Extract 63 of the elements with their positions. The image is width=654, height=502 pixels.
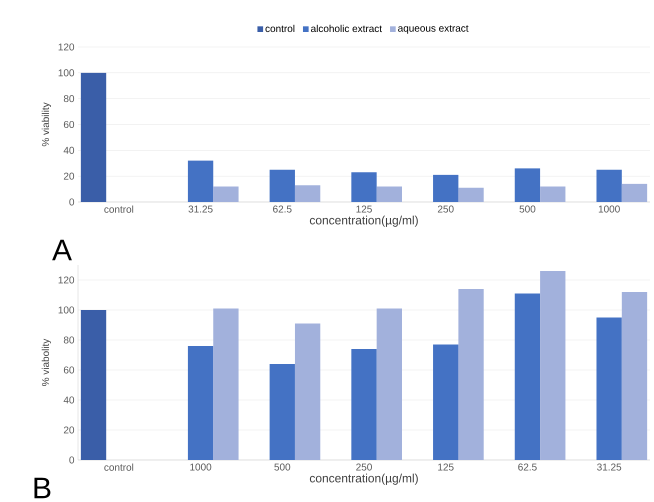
- x-tick-label: 62.5: [273, 206, 292, 213]
- bar: [80, 310, 106, 460]
- x-tick-label: 31.25: [188, 206, 213, 213]
- bar: [188, 346, 214, 460]
- y-tick-label: 20: [64, 172, 74, 180]
- x-tick-label: 500: [520, 206, 536, 213]
- bar: [213, 186, 239, 202]
- bar: [213, 308, 239, 460]
- legend-label: alcoholic extract: [311, 25, 382, 32]
- bar: [376, 186, 402, 202]
- x-tick-label: 125: [356, 206, 372, 213]
- x-tick-label: 1000: [598, 206, 620, 213]
- y-tick-label: 80: [64, 336, 74, 344]
- y-tick-label: 60: [64, 366, 74, 374]
- y-tick-label: 100: [58, 306, 74, 314]
- y-tick-label: 100: [58, 70, 74, 77]
- y-tick-label: 60: [64, 121, 74, 128]
- bar: [294, 324, 320, 460]
- bar: [596, 318, 622, 460]
- bar: [351, 349, 377, 460]
- x-tick-label: 125: [438, 464, 454, 471]
- y-tick-label: 80: [64, 95, 74, 102]
- bar: [622, 184, 648, 202]
- bar: [351, 172, 377, 202]
- legend-label: control: [266, 25, 294, 32]
- x-tick-label: 250: [356, 464, 372, 471]
- text: B: [34, 478, 50, 498]
- x-axis-title: concentration(µg/ml): [310, 474, 418, 486]
- bar: [376, 308, 402, 460]
- bar: [294, 185, 320, 202]
- x-tick-label: control: [104, 464, 134, 472]
- y-tick-label: 120: [58, 276, 74, 284]
- bar: [540, 271, 566, 460]
- x-tick-label: 62.5: [518, 464, 537, 471]
- y-tick-label: 20: [64, 426, 74, 434]
- y-tick-label: 0: [69, 456, 74, 464]
- x-tick-label: 31.25: [597, 464, 622, 471]
- y-tick-label: 40: [64, 396, 74, 404]
- bar: [596, 170, 622, 202]
- x-axis-title: concentration(µg/ml): [310, 216, 418, 228]
- bar: [514, 168, 540, 202]
- y-tick-label: 120: [58, 44, 74, 51]
- bar: [458, 188, 484, 202]
- bar: [188, 160, 214, 202]
- bar: [433, 344, 458, 460]
- y-axis-title: % viabolity: [42, 338, 52, 386]
- x-tick-label: 250: [438, 206, 454, 213]
- bar: [540, 186, 566, 202]
- bar: [270, 364, 295, 460]
- y-tick-label: 0: [69, 198, 74, 206]
- bar: [514, 294, 540, 460]
- legend-label: aqueous extract: [398, 25, 468, 34]
- bar: [80, 73, 106, 202]
- y-axis-title: % viability: [42, 102, 52, 146]
- y-tick-label: 40: [64, 147, 74, 154]
- bar: [622, 292, 648, 460]
- x-tick-label: 500: [274, 464, 290, 471]
- x-tick-label: control: [104, 206, 134, 214]
- x-tick-label: 1000: [190, 464, 212, 471]
- bar: [433, 175, 458, 202]
- bar: [270, 170, 295, 202]
- bar: [458, 289, 484, 460]
- text: A: [52, 240, 72, 260]
